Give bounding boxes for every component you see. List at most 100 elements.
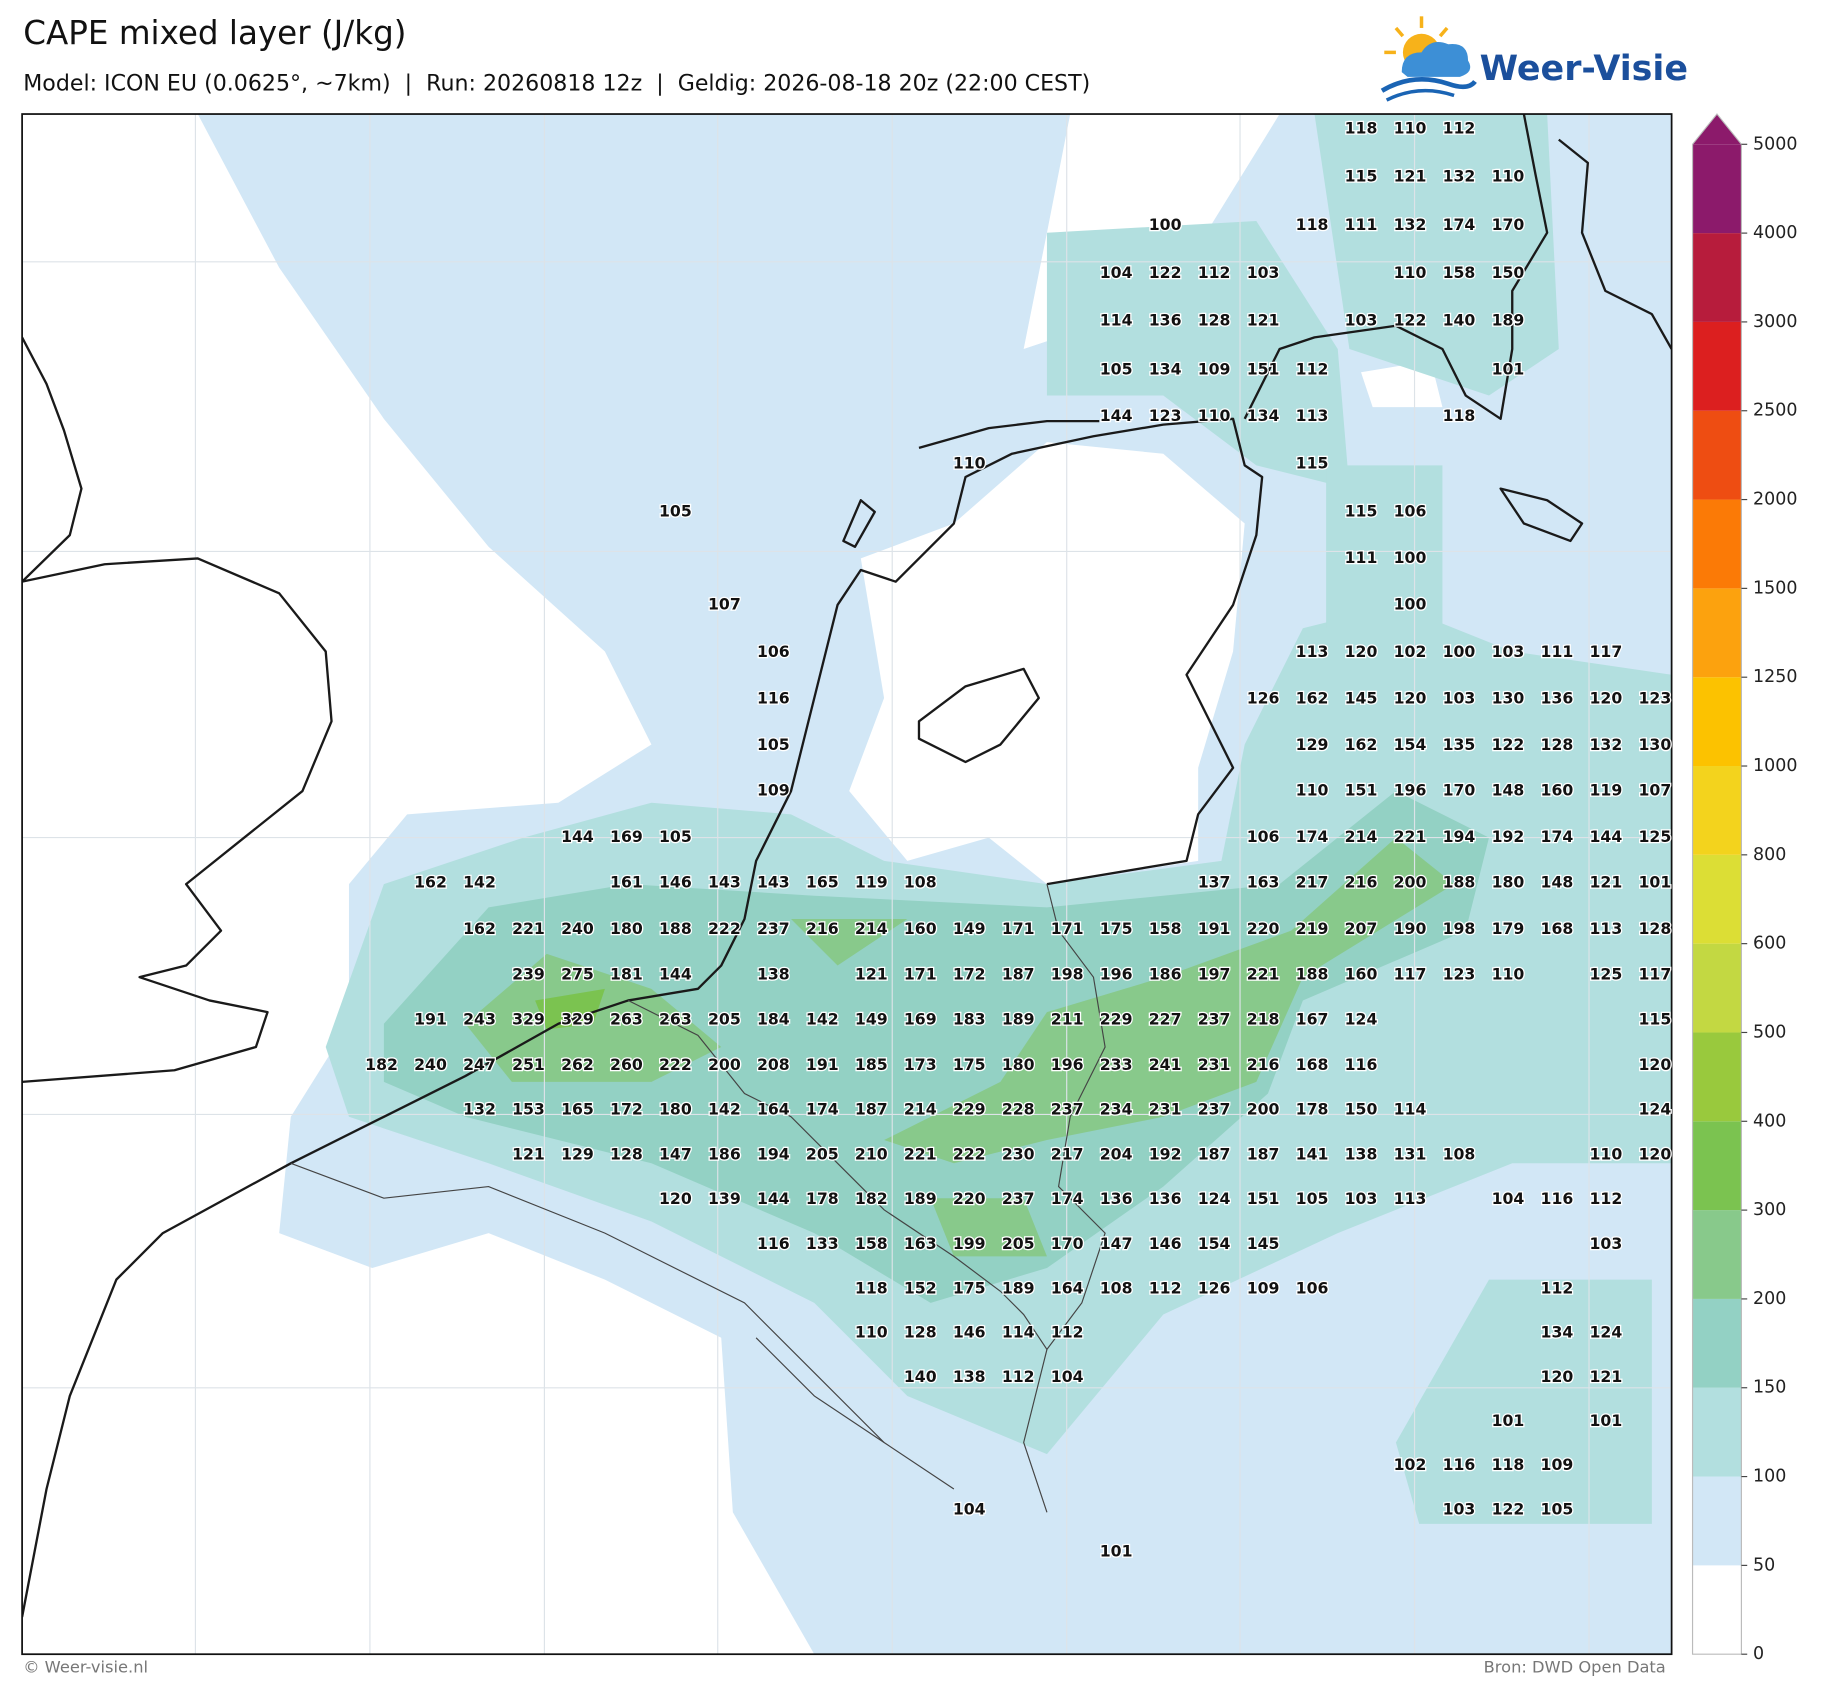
value-label: 109 xyxy=(757,781,790,800)
value-label: 112 xyxy=(1443,119,1476,138)
value-label: 152 xyxy=(904,1278,937,1297)
value-label: 121 xyxy=(1247,311,1280,330)
value-label: 142 xyxy=(463,872,496,891)
value-label: 241 xyxy=(1149,1055,1182,1074)
value-label: 247 xyxy=(463,1055,496,1074)
value-label: 149 xyxy=(953,919,986,938)
value-label: 116 xyxy=(1443,1455,1476,1474)
value-label: 237 xyxy=(1198,1099,1231,1118)
value-label: 220 xyxy=(953,1189,986,1208)
value-label: 121 xyxy=(855,964,888,983)
value-label: 183 xyxy=(953,1010,986,1029)
value-label: 231 xyxy=(1198,1055,1231,1074)
value-label: 174 xyxy=(1541,827,1574,846)
colorbar-band xyxy=(1692,943,1742,1033)
value-label: 108 xyxy=(1443,1145,1476,1164)
value-label: 144 xyxy=(1100,406,1133,425)
value-label: 120 xyxy=(1638,1055,1671,1074)
value-label: 187 xyxy=(855,1099,888,1118)
value-label: 121 xyxy=(1394,166,1427,185)
value-label: 237 xyxy=(1002,1189,1035,1208)
value-label: 145 xyxy=(1247,1234,1280,1253)
value-label: 111 xyxy=(1345,215,1378,234)
colorbar-tick-label: 800 xyxy=(1753,845,1786,865)
value-label: 110 xyxy=(1296,781,1329,800)
value-label: 260 xyxy=(610,1055,643,1074)
value-label: 163 xyxy=(904,1234,937,1253)
value-label: 105 xyxy=(659,501,692,520)
value-label: 191 xyxy=(1198,919,1231,938)
value-label: 184 xyxy=(757,1010,790,1029)
colorbar-band xyxy=(1692,1298,1742,1388)
value-label: 123 xyxy=(1443,964,1476,983)
value-label: 125 xyxy=(1638,827,1671,846)
value-label: 180 xyxy=(610,919,643,938)
value-label: 118 xyxy=(1345,119,1378,138)
colorbar-tick-label: 600 xyxy=(1753,934,1786,954)
value-label: 162 xyxy=(414,872,447,891)
value-label: 169 xyxy=(904,1010,937,1029)
value-label: 178 xyxy=(806,1189,839,1208)
value-label: 160 xyxy=(904,919,937,938)
value-label: 196 xyxy=(1394,781,1427,800)
value-label: 185 xyxy=(855,1055,888,1074)
colorbar-band xyxy=(1692,1387,1742,1477)
colorbar-tick-label: 400 xyxy=(1753,1111,1786,1131)
value-label: 134 xyxy=(1247,406,1280,425)
value-label: 103 xyxy=(1345,1189,1378,1208)
value-label: 162 xyxy=(1296,689,1329,708)
colorbar: 0 50 100 150 200 300 400 500 600 800 1000 1250 1500 2… xyxy=(1691,113,1797,1664)
value-label: 186 xyxy=(1149,964,1182,983)
value-label: 182 xyxy=(365,1055,398,1074)
value-label: 214 xyxy=(1345,827,1378,846)
value-label: 109 xyxy=(1541,1455,1574,1474)
value-label: 222 xyxy=(708,919,741,938)
value-label: 106 xyxy=(1296,1278,1329,1297)
value-label: 149 xyxy=(855,1010,888,1029)
value-label: 115 xyxy=(1296,454,1329,473)
value-label: 112 xyxy=(1198,263,1231,282)
value-label: 120 xyxy=(1394,689,1427,708)
value-label: 124 xyxy=(1198,1189,1231,1208)
value-label: 217 xyxy=(1296,872,1329,891)
value-label: 147 xyxy=(659,1145,692,1164)
value-label: 128 xyxy=(1198,311,1231,330)
colorbar-tick-label: 300 xyxy=(1753,1200,1786,1220)
value-label: 191 xyxy=(806,1055,839,1074)
value-label: 110 xyxy=(1492,964,1525,983)
value-label: 143 xyxy=(757,872,790,891)
value-label: 234 xyxy=(1100,1099,1133,1118)
colorbar-tick-label: 100 xyxy=(1753,1467,1786,1487)
value-label: 130 xyxy=(1492,689,1525,708)
value-label: 175 xyxy=(1100,919,1133,938)
value-label: 188 xyxy=(659,919,692,938)
value-label: 163 xyxy=(1247,872,1280,891)
value-label: 148 xyxy=(1541,872,1574,891)
value-label: 190 xyxy=(1394,919,1427,938)
value-label: 116 xyxy=(1345,1055,1378,1074)
colorbar-tick-label: 3000 xyxy=(1753,312,1797,332)
value-label: 112 xyxy=(1590,1189,1623,1208)
value-label: 103 xyxy=(1590,1234,1623,1253)
value-label: 170 xyxy=(1051,1234,1084,1253)
value-label: 221 xyxy=(1394,827,1427,846)
value-label: 329 xyxy=(561,1010,594,1029)
value-label: 104 xyxy=(953,1499,986,1518)
value-label: 144 xyxy=(757,1189,790,1208)
colorbar-tick-label: 1000 xyxy=(1753,756,1797,776)
value-label: 126 xyxy=(1198,1278,1231,1297)
value-label: 115 xyxy=(1345,501,1378,520)
credit: © Weer-visie.nl xyxy=(23,1658,148,1677)
value-label: 106 xyxy=(757,642,790,661)
value-label: 117 xyxy=(1638,964,1671,983)
value-label: 228 xyxy=(1002,1099,1035,1118)
value-label: 168 xyxy=(1296,1055,1329,1074)
value-label: 178 xyxy=(1296,1099,1329,1118)
value-label: 144 xyxy=(561,827,594,846)
value-labels: 118 110 112 115 121 132 110 100 118 111 132 174 170 1… xyxy=(364,117,1673,1561)
map-frame xyxy=(21,113,1673,1656)
value-label: 123 xyxy=(1149,406,1182,425)
colorbar-tick-label: 0 xyxy=(1753,1644,1764,1664)
value-label: 189 xyxy=(1492,311,1525,330)
value-label: 154 xyxy=(1394,735,1427,754)
